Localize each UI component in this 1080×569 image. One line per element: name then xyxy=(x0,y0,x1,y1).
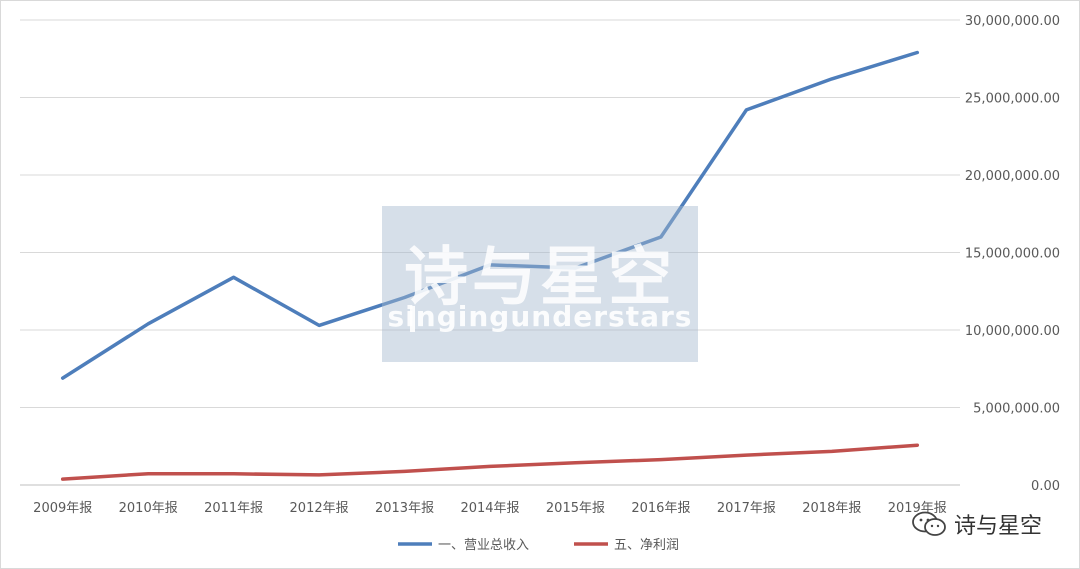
watermark-bar xyxy=(410,306,415,332)
wechat-icon xyxy=(912,511,946,536)
x-tick-label: 2009年报 xyxy=(33,501,92,516)
series-line-2 xyxy=(60,443,920,481)
x-tick-label: 2012年报 xyxy=(290,501,349,516)
brand-name: 诗与星空 xyxy=(953,514,1042,539)
y-tick-label: 15,000,000.00 xyxy=(965,247,1060,262)
y-tick-label: 0.00 xyxy=(1031,479,1060,494)
watermark: 诗与星空 singingunderstars xyxy=(382,206,698,362)
x-tick-label: 2015年报 xyxy=(546,501,605,516)
brand-badge: 诗与星空 xyxy=(912,508,1042,540)
y-tick-label: 5,000,000.00 xyxy=(973,402,1060,417)
y-tick-label: 30,000,000.00 xyxy=(965,14,1060,29)
watermark-cn-text: 诗与星空 xyxy=(404,240,676,315)
y-tick-label: 20,000,000.00 xyxy=(965,169,1060,184)
watermark-en-text: singingunderstars xyxy=(387,300,693,333)
series-line-1 xyxy=(60,50,920,380)
x-tick-label: 2018年报 xyxy=(802,501,861,516)
x-tick-label: 2016年报 xyxy=(631,501,690,516)
y-tick-label: 10,000,000.00 xyxy=(965,324,1060,339)
x-tick-label: 2019年报 xyxy=(888,501,947,516)
legend-label-2: 五、净利润 xyxy=(614,538,679,553)
x-tick-label: 2013年报 xyxy=(375,501,434,516)
x-tick-label: 2010年报 xyxy=(119,501,178,516)
x-tick-label: 2011年报 xyxy=(204,501,263,516)
x-tick-label: 2017年报 xyxy=(717,501,776,516)
legend-label-1: 一、营业总收入 xyxy=(438,538,529,553)
y-tick-label: 25,000,000.00 xyxy=(965,92,1060,107)
x-tick-label: 2014年报 xyxy=(460,501,519,516)
